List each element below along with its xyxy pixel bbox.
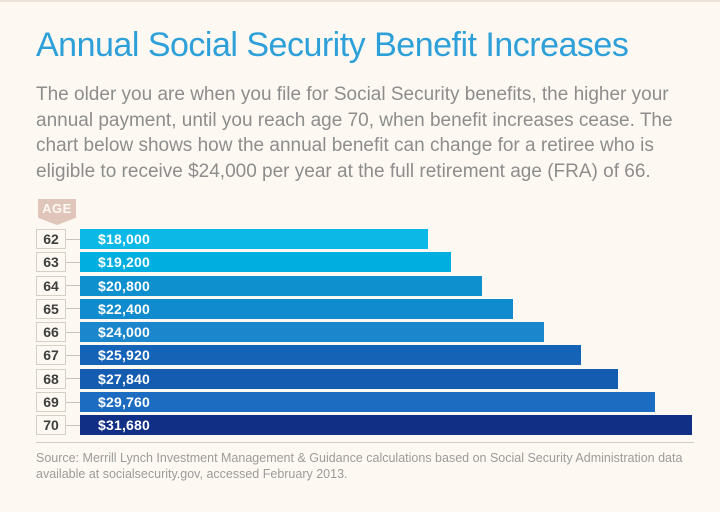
chart-row: 70 $31,680 — [36, 415, 696, 436]
bar-age-64: $20,800 — [80, 275, 482, 296]
connector-line — [66, 308, 80, 310]
connector-line — [66, 424, 80, 426]
chart-row: 68 $27,840 — [36, 368, 696, 389]
chart-description-line: annual payment, until you reach age 70, … — [36, 109, 673, 131]
chart-description-line: The older you are when you file for Soci… — [36, 84, 669, 105]
chart-row: 69 $29,760 — [36, 392, 696, 413]
bar-age-62: $18,000 — [80, 229, 428, 249]
bar-value-label: $18,000 — [98, 231, 151, 247]
chart-row: 62 $18,000 — [36, 229, 696, 249]
bar-age-67: $25,920 — [80, 345, 581, 366]
bar-age-70: $31,680 — [80, 415, 692, 436]
chart-row: 65 $22,400 — [36, 298, 696, 319]
bar-value-label: $22,400 — [98, 300, 151, 317]
bar-age-66: $24,000 — [80, 322, 544, 343]
bar-age-68: $27,840 — [80, 368, 618, 389]
chart-description-line: eligible to receive $24,000 per year at … — [36, 160, 651, 182]
age-axis-badge: AGE — [38, 199, 76, 225]
connector-line — [66, 331, 80, 333]
age-label: 66 — [36, 322, 66, 343]
bar-age-69: $29,760 — [80, 392, 655, 413]
age-label: 67 — [36, 345, 66, 366]
connector-line — [66, 354, 80, 356]
page-title: Annual Social Security Benefit Increases — [36, 26, 629, 64]
source-note-line: available at socialsecurity.gov, accesse… — [36, 467, 348, 481]
bar-value-label: $29,760 — [98, 394, 151, 411]
bar-value-label: $20,800 — [98, 277, 151, 294]
connector-line — [66, 401, 80, 403]
connector-line — [66, 285, 80, 287]
bar-value-label: $31,680 — [98, 417, 151, 434]
bar-value-label: $24,000 — [98, 324, 151, 341]
chart-description-line: chart below shows how the annual benefit… — [36, 135, 654, 156]
connector-line — [66, 261, 80, 263]
age-label: 62 — [36, 229, 66, 249]
bar-age-65: $22,400 — [80, 298, 513, 319]
connector-line — [66, 378, 80, 380]
footer-divider — [36, 442, 694, 443]
connector-line — [66, 238, 80, 240]
bar-value-label: $27,840 — [98, 370, 151, 387]
chart-row: 66 $24,000 — [36, 322, 696, 343]
age-label: 69 — [36, 392, 66, 413]
age-label: 63 — [36, 252, 66, 273]
bar-age-63: $19,200 — [80, 252, 451, 273]
age-label: 70 — [36, 415, 66, 436]
chart-row: 64 $20,800 — [36, 275, 696, 296]
age-label: 65 — [36, 298, 66, 319]
source-note: Source: Merrill Lynch Investment Managem… — [36, 450, 706, 482]
age-label: 64 — [36, 275, 66, 296]
bar-value-label: $25,920 — [98, 347, 151, 364]
chart-row: 63 $19,200 — [36, 252, 696, 273]
chart-description: The older you are when you file for Soci… — [36, 82, 696, 184]
bar-chart: 62 $18,000 63 $19,200 64 $20,800 65 $22,400 66 $2… — [36, 229, 696, 439]
source-note-line: Source: Merrill Lynch Investment Managem… — [36, 451, 683, 465]
bar-value-label: $19,200 — [98, 254, 151, 271]
chart-row: 67 $25,920 — [36, 345, 696, 366]
age-label: 68 — [36, 368, 66, 389]
